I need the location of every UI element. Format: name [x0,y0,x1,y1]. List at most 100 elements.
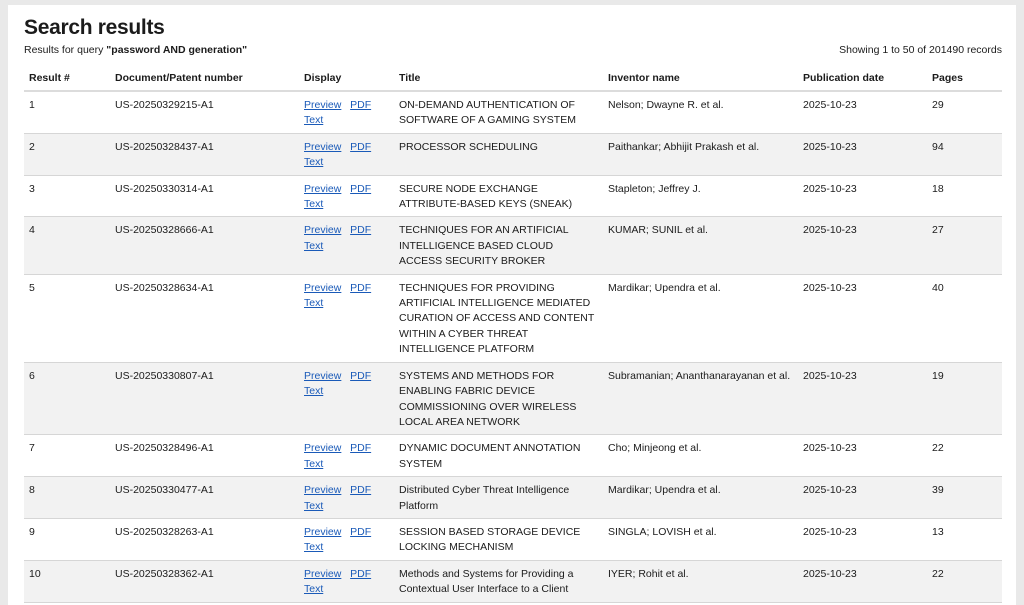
preview-link[interactable]: Preview [304,224,342,237]
pages: 19 [927,362,1002,436]
text-link[interactable]: Text [304,457,324,470]
table-row[interactable]: 1 US-20250329215-A1 Preview PDF Text ON-D… [24,91,1002,134]
title: SECURE NODE EXCHANGE ATTRIBUTE-BASED KEY… [394,175,603,218]
result-number: 5 [24,274,110,363]
results-table: Result # Document/Patent number Display … [24,68,1002,603]
preview-link[interactable]: Preview [304,484,342,497]
table-row[interactable]: 4 US-20250328666-A1 Preview PDF Text TECH… [24,216,1002,275]
pdf-link[interactable]: PDF [350,525,372,538]
document-number: US-20250328634-A1 [110,274,299,363]
publication-date: 2025-10-23 [798,560,927,603]
pdf-link[interactable]: PDF [350,442,372,455]
col-result-number[interactable]: Result # [24,68,110,92]
preview-link[interactable]: Preview [304,442,342,455]
col-pages[interactable]: Pages [927,68,1002,92]
pdf-link[interactable]: PDF [350,99,372,111]
inventor-name: Subramanian; Ananthanarayanan et al. [603,362,798,436]
preview-link[interactable]: Preview [304,99,342,111]
col-title[interactable]: Title [394,68,603,92]
pdf-link[interactable]: PDF [350,182,372,195]
publication-date: 2025-10-23 [798,434,927,478]
preview-link[interactable]: Preview [304,140,342,153]
col-document-number[interactable]: Document/Patent number [110,68,299,92]
text-link[interactable]: Text [304,239,324,252]
result-number: 7 [24,434,110,478]
pages: 22 [927,560,1002,603]
display-links: Preview PDF Text [299,362,394,436]
pdf-link[interactable]: PDF [350,281,372,294]
display-links: Preview PDF Text [299,560,394,603]
document-number: US-20250328263-A1 [110,518,299,561]
preview-link[interactable]: Preview [304,182,342,195]
pdf-link[interactable]: PDF [350,369,372,382]
col-display: Display [299,68,394,92]
pages: 29 [927,91,1002,134]
document-number: US-20250328437-A1 [110,133,299,176]
table-row[interactable]: 7 US-20250328496-A1 Preview PDF Text DYNA… [24,434,1002,478]
inventor-name: Cho; Minjeong et al. [603,434,798,478]
result-number: 8 [24,476,110,519]
document-number: US-20250328362-A1 [110,560,299,603]
pages: 27 [927,216,1002,275]
title: Distributed Cyber Threat Intelligence Pl… [394,476,603,519]
table-row[interactable]: 2 US-20250328437-A1 Preview PDF Text PROC… [24,133,1002,176]
inventor-name: Mardikar; Upendra et al. [603,476,798,519]
publication-date: 2025-10-23 [798,175,927,218]
preview-link[interactable]: Preview [304,525,342,538]
col-publication-date[interactable]: Publication date [798,68,927,92]
inventor-name: Stapleton; Jeffrey J. [603,175,798,218]
preview-link[interactable]: Preview [304,369,342,382]
publication-date: 2025-10-23 [798,133,927,176]
pages: 40 [927,274,1002,363]
inventor-name: Mardikar; Upendra et al. [603,274,798,363]
text-link[interactable]: Text [304,385,324,398]
document-number: US-20250330807-A1 [110,362,299,436]
display-links: Preview PDF Text [299,175,394,218]
result-number: 2 [24,133,110,176]
pdf-link[interactable]: PDF [350,484,372,497]
pdf-link[interactable]: PDF [350,140,372,153]
pages: 39 [927,476,1002,519]
title: TECHNIQUES FOR AN ARTIFICIAL INTELLIGENC… [394,216,603,275]
pages: 94 [927,133,1002,176]
preview-link[interactable]: Preview [304,281,342,294]
result-number: 9 [24,518,110,561]
col-inventor[interactable]: Inventor name [603,68,798,92]
inventor-name: IYER; Rohit et al. [603,560,798,603]
document-number: US-20250328496-A1 [110,434,299,478]
record-count: Showing 1 to 50 of 201490 records [839,44,1002,56]
scrollbar[interactable] [1016,0,1024,591]
display-links: Preview PDF Text [299,434,394,478]
text-link[interactable]: Text [304,156,324,169]
display-links: Preview PDF Text [299,518,394,561]
text-link[interactable]: Text [304,499,324,512]
pdf-link[interactable]: PDF [350,567,372,580]
text-link[interactable]: Text [304,198,324,211]
publication-date: 2025-10-23 [798,216,927,275]
title: SESSION BASED STORAGE DEVICE LOCKING MEC… [394,518,603,561]
display-links: Preview PDF Text [299,91,394,134]
text-link[interactable]: Text [304,297,324,310]
table-row[interactable]: 8 US-20250330477-A1 Preview PDF Text Dist… [24,476,1002,519]
title: TECHNIQUES FOR PROVIDING ARTIFICIAL INTE… [394,274,603,363]
table-row[interactable]: 3 US-20250330314-A1 Preview PDF Text SECU… [24,175,1002,218]
preview-link[interactable]: Preview [304,567,342,580]
text-link[interactable]: Text [304,541,324,554]
table-header: Result # Document/Patent number Display … [24,68,1002,92]
table-row[interactable]: 5 US-20250328634-A1 Preview PDF Text TECH… [24,274,1002,363]
text-link[interactable]: Text [304,583,324,596]
title: Methods and Systems for Providing a Cont… [394,560,603,603]
pages: 18 [927,175,1002,218]
display-links: Preview PDF Text [299,476,394,519]
publication-date: 2025-10-23 [798,274,927,363]
table-row[interactable]: 10 US-20250328362-A1 Preview PDF Text Met… [24,560,1002,603]
table-row[interactable]: 9 US-20250328263-A1 Preview PDF Text SESS… [24,518,1002,561]
result-number: 4 [24,216,110,275]
publication-date: 2025-10-23 [798,362,927,436]
result-number: 1 [24,91,110,134]
text-link[interactable]: Text [304,114,324,127]
document-number: US-20250330314-A1 [110,175,299,218]
pdf-link[interactable]: PDF [350,224,372,237]
table-row[interactable]: 6 US-20250330807-A1 Preview PDF Text SYST… [24,362,1002,436]
display-links: Preview PDF Text [299,216,394,275]
